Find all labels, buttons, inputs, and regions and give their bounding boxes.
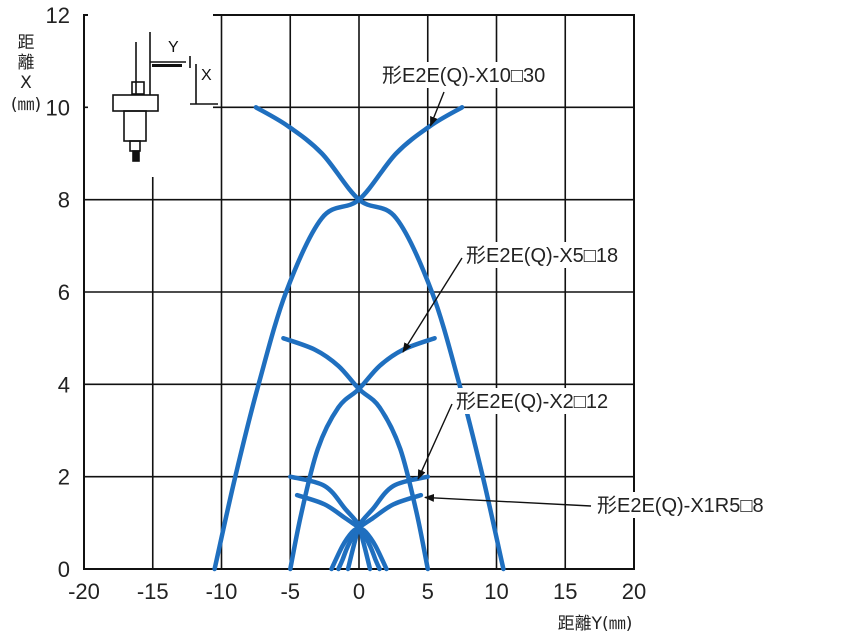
x-axis-title: 距離Y(㎜) <box>558 614 633 634</box>
series-1-curve-0 <box>288 335 437 572</box>
series-0-curve-1 <box>253 105 506 572</box>
y-tick-label: 8 <box>58 188 70 213</box>
annotation-label-2: 形E2E(Q)-X2□12 <box>456 390 608 413</box>
inset-y-label: Y <box>168 39 179 56</box>
tick-labels: -20 -15 -10 -5 0 5 10 15 20 0 2 4 6 8 10 12 <box>46 3 647 604</box>
x-tick-label: 20 <box>622 579 646 604</box>
y-axis-title-line-1: 距 <box>18 33 35 53</box>
y-axis-title-line-3: X <box>20 73 32 93</box>
annotation-arrow-2 <box>417 403 453 480</box>
x-tick-label: 10 <box>484 579 508 604</box>
y-tick-label: 2 <box>58 465 70 490</box>
y-axis-title: 距 離 X (㎜) <box>11 33 41 115</box>
y-tick-label: 10 <box>46 95 70 120</box>
x-tick-label: 5 <box>422 579 434 604</box>
x-tick-label: 15 <box>553 579 577 604</box>
annotation-bg-3 <box>594 492 755 518</box>
series-1-curve-1 <box>281 335 431 572</box>
y-tick-label: 0 <box>58 557 70 582</box>
inset-x-label: X <box>201 67 212 84</box>
annotation-label-1: 形E2E(Q)-X5□18 <box>466 244 618 267</box>
series-3-curve-2 <box>345 525 373 572</box>
annotation-bg-1 <box>463 242 613 268</box>
annotation-arrow-1 <box>402 257 463 353</box>
annotation-bg-0 <box>379 62 540 88</box>
y-axis-title-line-4: (㎜) <box>11 95 41 115</box>
x-tick-label: -5 <box>280 579 300 604</box>
series-curves <box>212 105 506 572</box>
x-tick-label: 0 <box>353 579 365 604</box>
annotation-arrow-0 <box>429 91 445 127</box>
sensor-diagram-icon: Y X <box>88 12 218 177</box>
x-tick-label: -10 <box>206 579 238 604</box>
annotation-label-3: 形E2E(Q)-X1R5□8 <box>597 494 764 517</box>
y-tick-label: 12 <box>46 3 70 28</box>
y-axis-title-line-2: 離 <box>18 53 35 73</box>
annotations: 形E2E(Q)-X10□30 形E2E(Q)-X5□18 形E2E(Q)-X2□12… <box>379 62 764 518</box>
y-tick-label: 6 <box>58 280 70 305</box>
series-0-curve-0 <box>212 105 465 572</box>
annotation-label-0: 形E2E(Q)-X10□30 <box>382 64 545 87</box>
plot-frame <box>83 14 635 570</box>
annotation-arrow-3 <box>424 493 592 507</box>
x-tick-label: -15 <box>137 579 169 604</box>
y-tick-label: 4 <box>58 372 70 397</box>
x-tick-label: -20 <box>68 579 100 604</box>
annotation-bg-2 <box>453 388 603 414</box>
